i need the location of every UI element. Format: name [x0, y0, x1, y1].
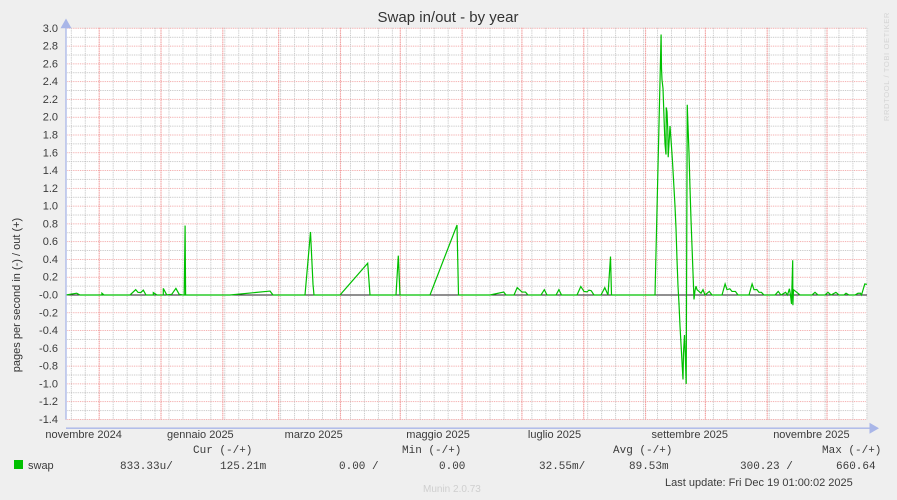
svg-text:-0.6: -0.6	[39, 343, 58, 355]
svg-text:maggio 2025: maggio 2025	[406, 429, 470, 441]
svg-text:2.6: 2.6	[43, 58, 58, 70]
svg-text:novembre 2024: novembre 2024	[45, 429, 121, 441]
svg-text:2.2: 2.2	[43, 94, 58, 106]
svg-text:gennaio 2025: gennaio 2025	[167, 429, 234, 441]
svg-text:2.8: 2.8	[43, 41, 58, 53]
svg-text:0.6: 0.6	[43, 236, 58, 248]
svg-text:1.4: 1.4	[43, 165, 58, 177]
svg-text:0.8: 0.8	[43, 218, 58, 230]
svg-text:0.4: 0.4	[43, 254, 58, 266]
svg-text:1.6: 1.6	[43, 147, 58, 159]
svg-text:-1.0: -1.0	[39, 378, 58, 390]
svg-text:-0.8: -0.8	[39, 361, 58, 373]
svg-text:novembre 2025: novembre 2025	[773, 429, 849, 441]
svg-text:0.2: 0.2	[43, 272, 58, 284]
svg-text:pages per second in (-) / out: pages per second in (-) / out (+)	[11, 218, 23, 372]
svg-text:Swap in/out - by year: Swap in/out - by year	[378, 9, 519, 26]
svg-text:-1.2: -1.2	[39, 396, 58, 408]
svg-text:2.4: 2.4	[43, 76, 58, 88]
svg-text:-0.4: -0.4	[39, 325, 58, 337]
svg-text:2.0: 2.0	[43, 112, 58, 124]
svg-text:1.8: 1.8	[43, 129, 58, 141]
svg-text:1.0: 1.0	[43, 201, 58, 213]
svg-text:-0.0: -0.0	[39, 290, 58, 302]
svg-text:settembre 2025: settembre 2025	[652, 429, 728, 441]
svg-text:luglio 2025: luglio 2025	[528, 429, 581, 441]
svg-text:1.2: 1.2	[43, 183, 58, 195]
svg-text:marzo 2025: marzo 2025	[285, 429, 343, 441]
svg-text:-1.4: -1.4	[39, 414, 58, 426]
svg-text:3.0: 3.0	[43, 23, 58, 35]
svg-text:-0.2: -0.2	[39, 307, 58, 319]
